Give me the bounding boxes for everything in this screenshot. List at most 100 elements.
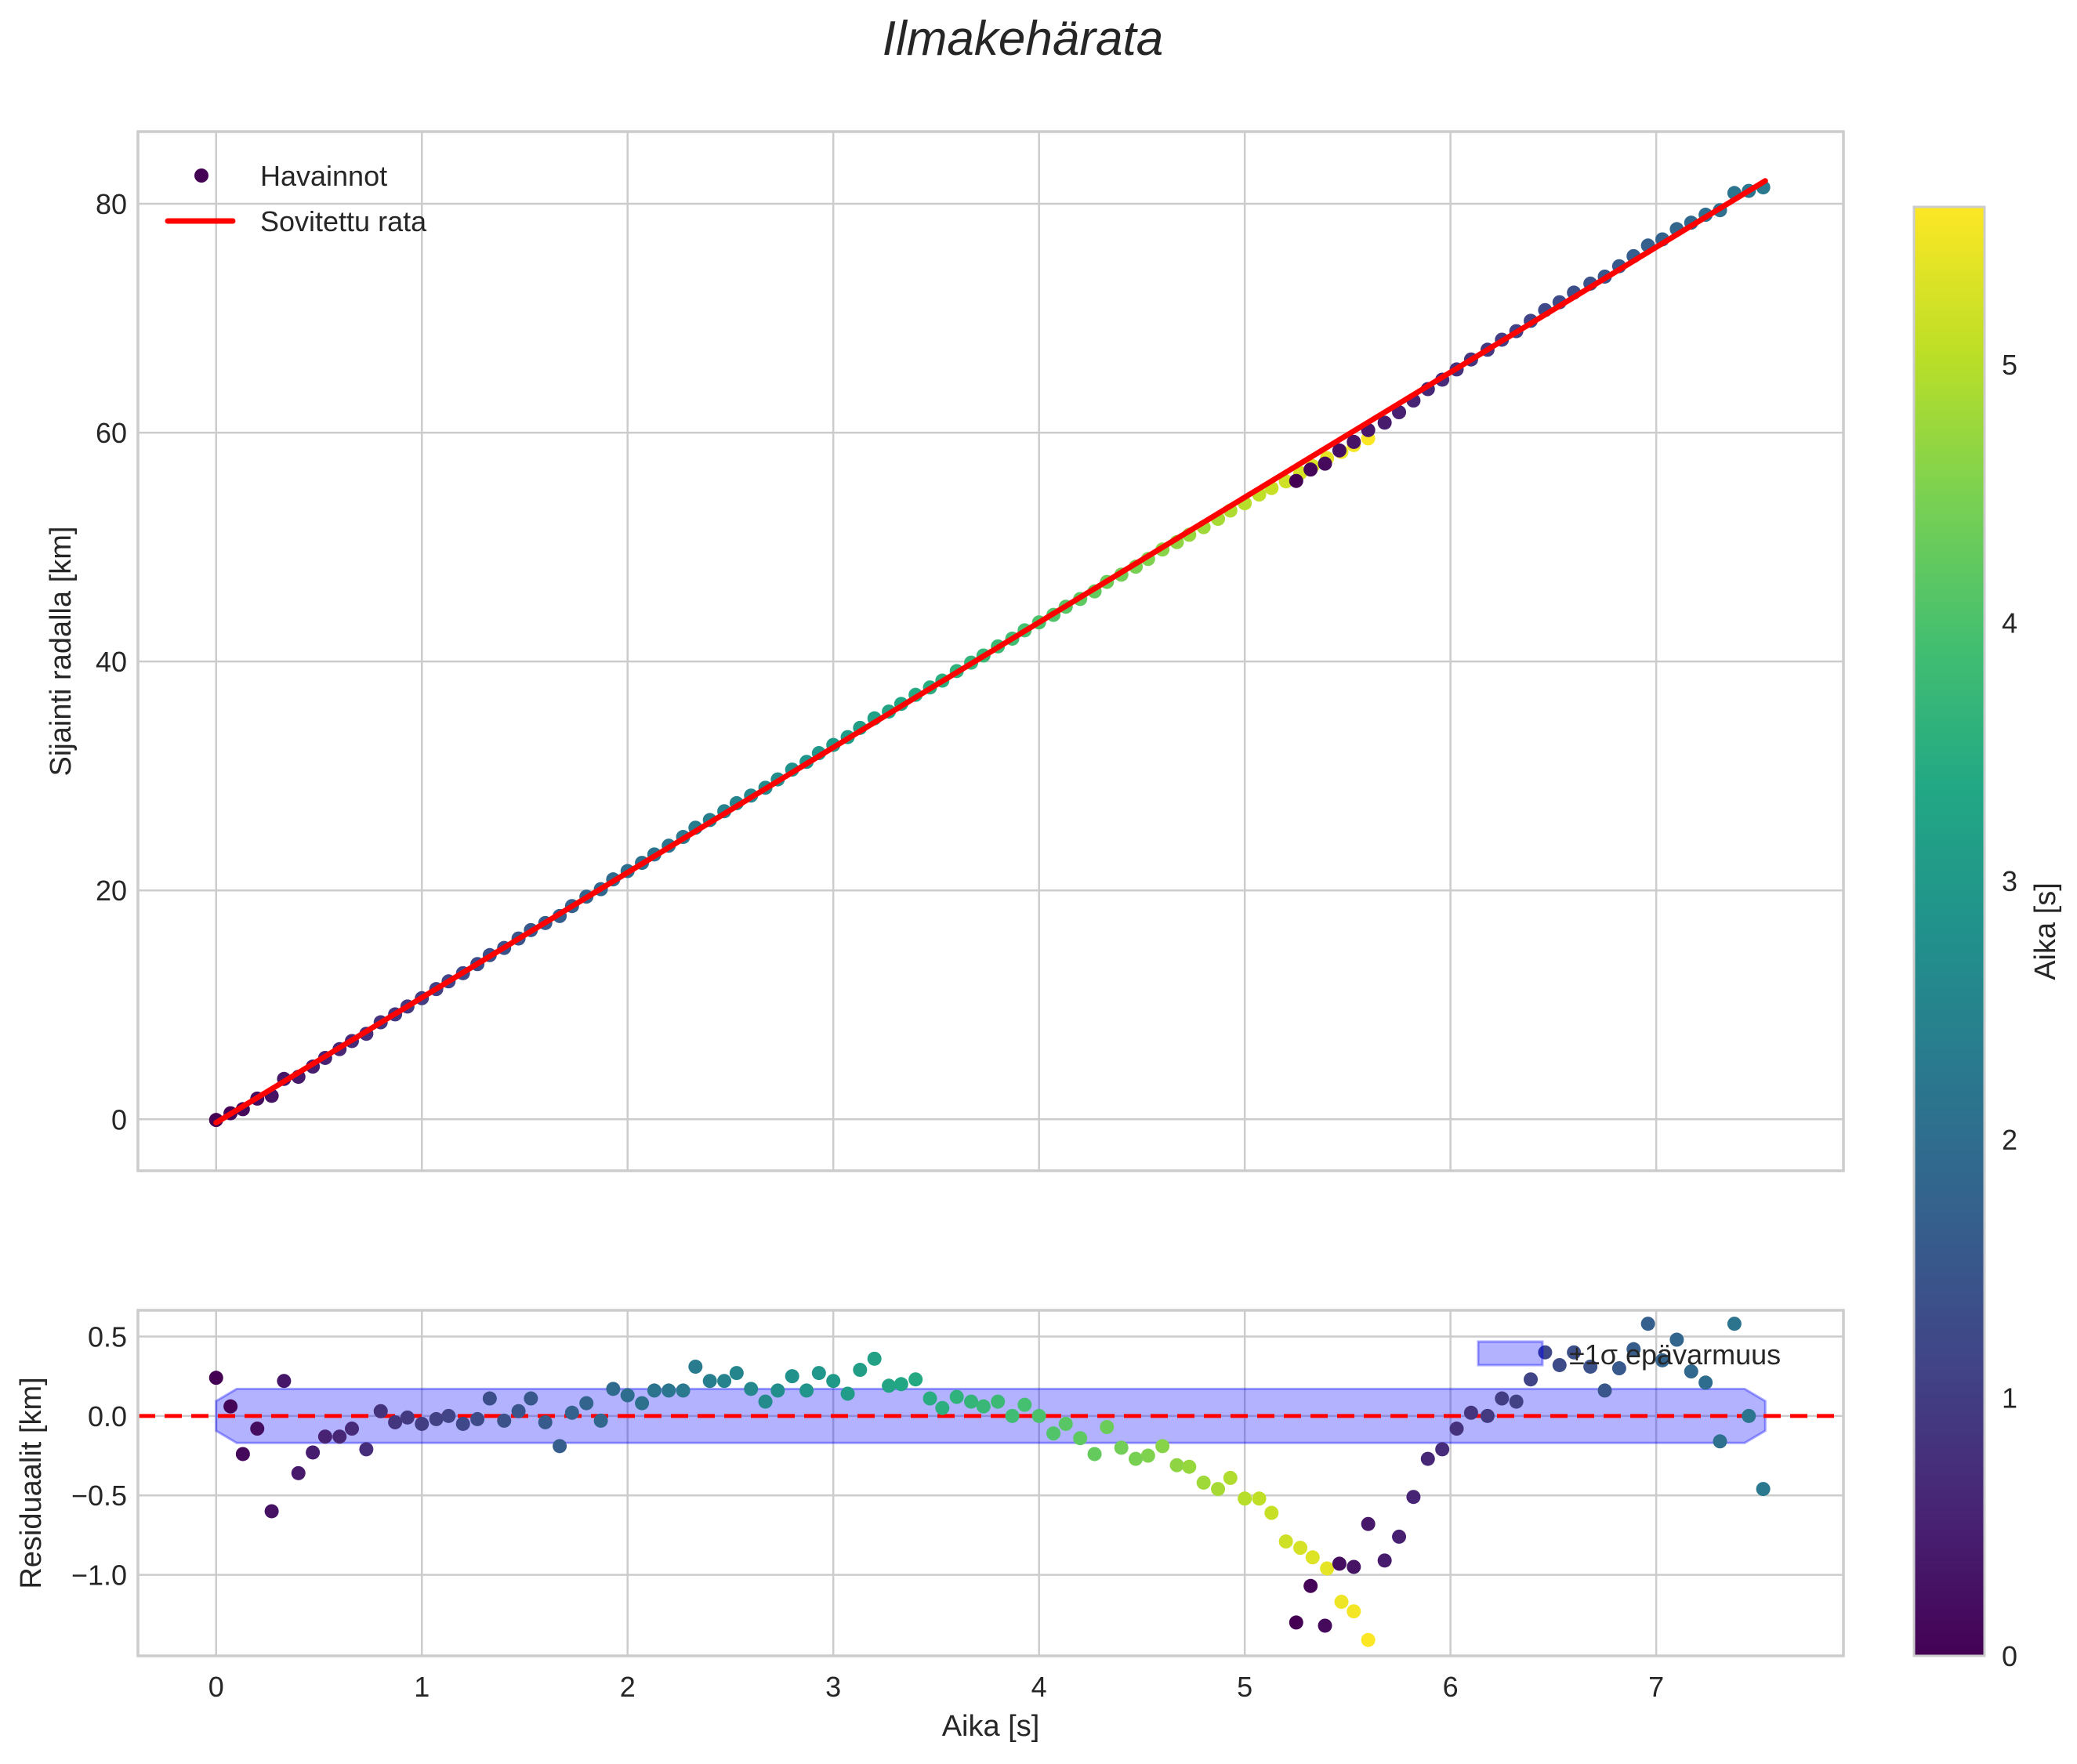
residual-legend: ±1σ epävarmuus [1477, 1338, 1781, 1371]
residual-point [1223, 1470, 1238, 1485]
residual-point [1684, 1364, 1698, 1379]
residual-point [1289, 1615, 1303, 1630]
residual-point [717, 1374, 732, 1389]
residual-point [511, 1404, 526, 1418]
residual-point [840, 1386, 855, 1401]
residual-point [1087, 1447, 1102, 1462]
residual-point [1017, 1397, 1032, 1412]
residual-point [991, 1394, 1006, 1409]
colorbar-tick-label: 3 [2002, 865, 2017, 897]
residual-point [1155, 1439, 1170, 1454]
residual-point [1332, 1556, 1347, 1571]
residual-point [770, 1383, 785, 1398]
colorbar-tick-label: 2 [2002, 1124, 2017, 1156]
residual-point [208, 1371, 223, 1385]
residual-point [620, 1388, 635, 1403]
residual-point [497, 1413, 512, 1428]
residual-point [758, 1394, 773, 1409]
residual-point [1305, 1550, 1320, 1565]
colorbar-tick-label: 1 [2002, 1382, 2017, 1414]
residual-point [785, 1369, 799, 1384]
residual-point [400, 1410, 415, 1425]
residual-point [1742, 1408, 1756, 1423]
residual-point [729, 1366, 744, 1381]
legend-label-sigma: ±1σ epävarmuus [1569, 1338, 1781, 1371]
y-tick-label: 20 [96, 875, 127, 907]
residual-point [564, 1405, 579, 1420]
residual-point [1238, 1491, 1252, 1506]
y-tick-label: 60 [96, 417, 127, 449]
fitted-trajectory-line [213, 178, 1768, 1126]
residual-point [373, 1404, 388, 1418]
residual-point [388, 1414, 403, 1429]
residual-point [826, 1374, 841, 1389]
residual-point [235, 1447, 250, 1462]
legend-label-fit: Sovitettu rata [260, 205, 427, 237]
residual-point [250, 1422, 265, 1436]
x-tick-label: 1 [414, 1671, 430, 1703]
residual-point [1303, 1578, 1318, 1593]
residual-point [1031, 1408, 1046, 1423]
residual-point [923, 1391, 937, 1406]
legend-marker-icon [194, 168, 208, 183]
residual-point [676, 1383, 691, 1398]
residual-point [1655, 1353, 1670, 1367]
residual-point [264, 1504, 279, 1519]
residual-point [579, 1396, 594, 1411]
residual-point [1509, 1394, 1524, 1409]
colorbar-label: Aika [s] [2029, 882, 2062, 980]
residual-point [1046, 1426, 1061, 1441]
residual-point [1196, 1475, 1211, 1490]
residual-point [1480, 1408, 1495, 1423]
x-tick-label: 2 [620, 1671, 636, 1703]
residual-point [1347, 1559, 1361, 1574]
residual-point [1597, 1383, 1612, 1398]
residual-point [1361, 1632, 1376, 1647]
observation-point [1278, 474, 1293, 489]
residual-point [976, 1399, 991, 1414]
residual-point [811, 1366, 826, 1381]
x-tick-label: 6 [1443, 1671, 1459, 1703]
residual-point [593, 1413, 608, 1428]
residual-point [1320, 1561, 1335, 1576]
residual-point [1073, 1431, 1088, 1446]
residual-point [1449, 1422, 1464, 1436]
main-legend: Havainnot Sovitettu rata [165, 160, 427, 237]
observation-point [1303, 462, 1318, 477]
observation-point [1289, 473, 1303, 488]
residual-point [1583, 1359, 1598, 1374]
residual-point [1420, 1451, 1435, 1466]
chart-title: Ilmakehärata [882, 12, 1164, 66]
y-tick-label: 0.0 [88, 1400, 127, 1433]
residual-point [908, 1372, 923, 1387]
residual-point [1140, 1448, 1155, 1463]
residual-point [455, 1416, 470, 1431]
x-tick-label: 4 [1031, 1671, 1047, 1703]
residual-point [1756, 1482, 1771, 1497]
residual-point [1463, 1405, 1478, 1420]
residual-point [1669, 1332, 1684, 1347]
residual-point [429, 1411, 444, 1426]
residual-point [853, 1363, 868, 1378]
residual-point [277, 1374, 292, 1389]
y-tick-label: 0 [111, 1103, 127, 1136]
residual-point [1524, 1372, 1539, 1387]
observation-point [1377, 415, 1392, 430]
residual-point [1211, 1482, 1226, 1497]
legend-label-observations: Havainnot [260, 160, 387, 192]
residual-point [1698, 1375, 1713, 1390]
x-tick-label: 0 [208, 1671, 224, 1703]
residual-axes: 0 1 2 3 4 5 6 7 0.5 0.0 −0.5 −1.0 Residuaalit [km] Ai… [15, 1309, 1845, 1743]
residual-point [1392, 1529, 1407, 1544]
residual-point [1058, 1416, 1073, 1431]
residual-point [1169, 1458, 1184, 1472]
x-tick-label: 5 [1237, 1671, 1252, 1703]
residual-point [1278, 1534, 1293, 1549]
y-tick-label: −0.5 [71, 1480, 127, 1512]
residual-point [1495, 1391, 1510, 1406]
residual-axes-frame [136, 1309, 1845, 1657]
residual-point [1347, 1604, 1361, 1619]
residual-point [647, 1383, 662, 1398]
